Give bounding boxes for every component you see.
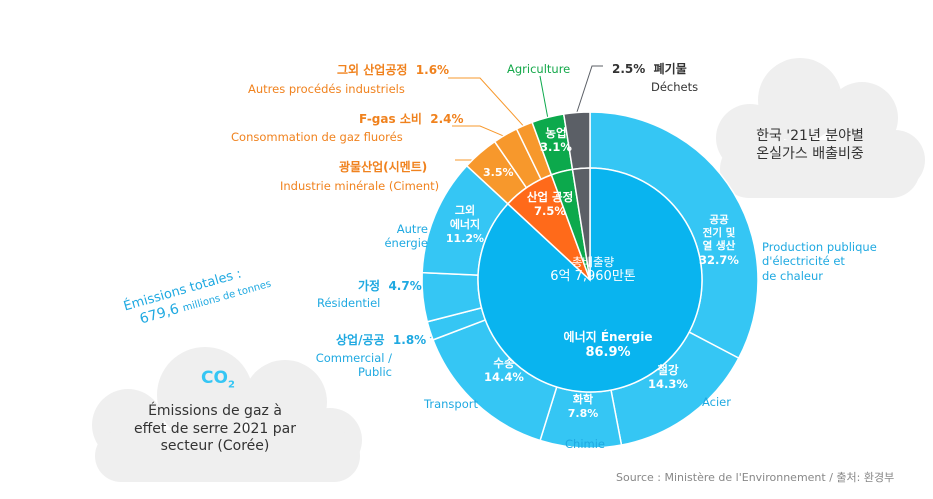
leader-line	[576, 65, 603, 113]
slice-inner-dechets	[571, 167, 591, 281]
label-fgas-fr: Consommation de gaz fluorés	[231, 130, 403, 144]
co2-label: CO2	[201, 368, 235, 391]
label-residentiel-fr: Résidentiel	[317, 296, 381, 310]
label-autres-fr: Autres procédés industriels	[248, 82, 405, 96]
inner-ring	[477, 167, 703, 393]
label-dechets-ko: 2.5% 폐기물	[612, 62, 687, 76]
label-chimie-fr: Chimie	[565, 437, 605, 451]
label-commercial-fr: Commercial / Public	[315, 351, 392, 380]
label-ciment-ko: 광물산업(시멘트)	[339, 160, 428, 174]
label-ciment-fr: Industrie minérale (Ciment)	[280, 179, 440, 193]
label-acier-ko: 철강 14.3%	[648, 363, 688, 392]
label-chimie-ko: 화학 7.8%	[567, 393, 599, 420]
leader-line	[448, 77, 526, 129]
label-autre-energie-ko: 그외 에너지 11.2%	[445, 204, 485, 245]
leader-line	[539, 75, 549, 118]
label-autres-ko: 그외 산업공정 1.6%	[337, 63, 450, 77]
label-dechets-fr: Déchets	[651, 80, 699, 94]
label-agriculture-fr: Agriculture	[507, 62, 571, 76]
label-industrie: 산업 공정 7.5%	[526, 190, 574, 219]
chart-title: 한국 '21년 분야별 온실가스 배출비중	[756, 128, 864, 162]
label-commercial-ko: 상업/공공 1.8%	[336, 333, 427, 347]
leader-line	[452, 125, 508, 138]
chart-subtitle: Émissions de gaz à effet de serre 2021 pa…	[134, 403, 296, 454]
source-note: Source : Ministère de l'Environnement / …	[616, 471, 895, 484]
label-energie: 에너지 Énergie 86.9%	[563, 330, 653, 360]
label-fgas-ko: F-gas 소비 2.4%	[359, 112, 464, 126]
label-acier-fr: Acier	[702, 395, 731, 409]
cloud-top-right	[716, 58, 925, 198]
center-label: 총배출량 6억 7,960만톤	[550, 255, 636, 285]
label-autre-energie-fr: Autre énergie	[384, 222, 428, 251]
label-ciment-val: 3.5%	[483, 166, 514, 179]
label-agriculture-ko: 농업 3.1%	[540, 126, 572, 155]
label-production-fr: Production publique d'électricité et de ch…	[762, 240, 877, 283]
label-transport-ko: 수송 14.4%	[484, 356, 524, 385]
label-residentiel-ko: 가정 4.7%	[358, 279, 422, 293]
cloud-bottom-left	[92, 347, 362, 482]
label-transport-fr: Transport	[424, 397, 478, 411]
